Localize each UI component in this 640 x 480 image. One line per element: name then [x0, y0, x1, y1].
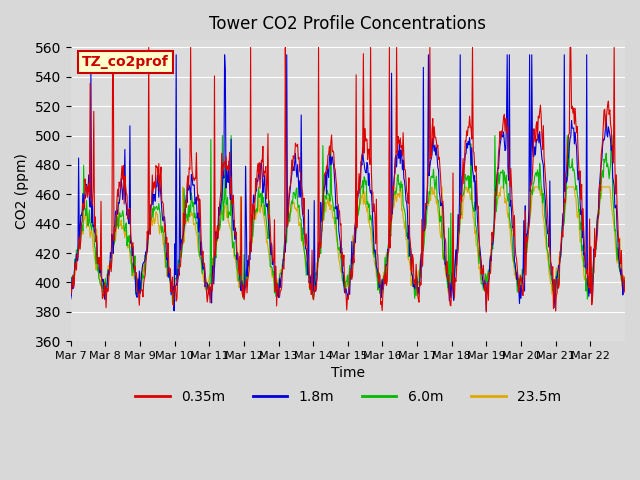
Text: TZ_co2prof: TZ_co2prof	[82, 55, 168, 69]
X-axis label: Time: Time	[331, 366, 365, 381]
Legend: 0.35m, 1.8m, 6.0m, 23.5m: 0.35m, 1.8m, 6.0m, 23.5m	[129, 384, 566, 409]
Y-axis label: CO2 (ppm): CO2 (ppm)	[15, 153, 29, 228]
Title: Tower CO2 Profile Concentrations: Tower CO2 Profile Concentrations	[209, 15, 486, 33]
